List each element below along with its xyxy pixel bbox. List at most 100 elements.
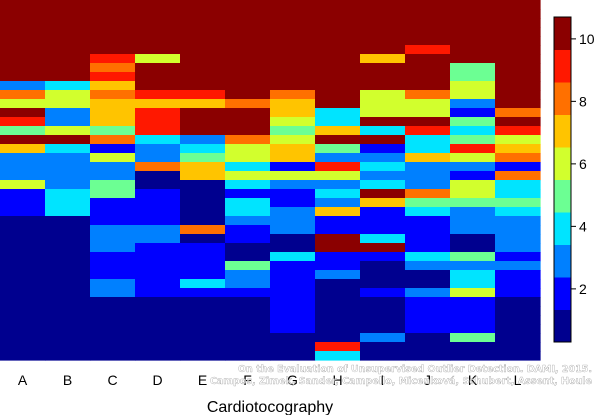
heatmap-cell-J-36	[405, 324, 451, 334]
heatmap-cell-H-38	[315, 342, 361, 352]
heatmap-cell-J-31	[405, 279, 451, 289]
heatmap-cell-H-20	[315, 180, 361, 190]
heatmap-cell-A-26	[0, 234, 46, 244]
heatmap-cell-J-37	[405, 333, 451, 343]
heatmap-cell-C-29	[90, 261, 136, 271]
x-tick-label-E: E	[198, 372, 207, 388]
heatmap-cell-H-33	[315, 297, 361, 307]
heatmap-cell-A-7	[0, 63, 46, 73]
heatmap-cell-K-13	[450, 117, 496, 127]
heatmap-cell-L-23	[495, 207, 541, 217]
heatmap-cell-H-30	[315, 270, 361, 280]
heatmap-cell-L-1	[495, 9, 541, 19]
heatmap-cell-K-4	[450, 36, 496, 46]
heatmap-cell-I-33	[360, 297, 406, 307]
colorbar-segment-1	[554, 309, 571, 343]
heatmap-cell-J-18	[405, 162, 451, 172]
heatmap-cell-D-8	[135, 72, 181, 82]
heatmap-cell-K-1	[450, 9, 496, 19]
heatmap-cell-F-29	[225, 261, 271, 271]
heatmap-cell-E-30	[180, 270, 226, 280]
heatmap-cell-G-7	[270, 63, 316, 73]
heatmap-cell-H-25	[315, 225, 361, 235]
heatmap-cell-I-0	[360, 0, 406, 10]
heatmap-cell-D-15	[135, 135, 181, 145]
heatmap-cell-F-9	[225, 81, 271, 91]
colorbar-segment-2	[554, 277, 571, 310]
heatmap-cell-A-14	[0, 126, 46, 136]
heatmap-cell-A-5	[0, 45, 46, 55]
heatmap-cell-J-3	[405, 27, 451, 37]
heatmap-cell-J-32	[405, 288, 451, 298]
heatmap-cell-G-24	[270, 216, 316, 226]
heatmap-cell-K-23	[450, 207, 496, 217]
heatmap-cell-F-13	[225, 117, 271, 127]
heatmap-cell-J-16	[405, 144, 451, 154]
heatmap-cell-H-19	[315, 171, 361, 181]
colorbar-tick-label-4: 4	[579, 218, 587, 234]
heatmap-cell-F-4	[225, 36, 271, 46]
heatmap-cell-G-37	[270, 333, 316, 343]
heatmap-cell-I-5	[360, 45, 406, 55]
heatmap-cell-D-26	[135, 234, 181, 244]
x-tick-label-C: C	[107, 372, 117, 388]
heatmap-cell-J-1	[405, 9, 451, 19]
heatmap-cell-F-3	[225, 27, 271, 37]
heatmap-cell-F-37	[225, 333, 271, 343]
heatmap-cell-J-11	[405, 99, 451, 109]
heatmap-cell-B-28	[45, 252, 91, 262]
heatmap-cell-D-28	[135, 252, 181, 262]
heatmap-cell-E-33	[180, 297, 226, 307]
heatmap-cell-J-10	[405, 90, 451, 100]
heatmap-cell-D-30	[135, 270, 181, 280]
heatmap-cell-A-9	[0, 81, 46, 91]
heatmap-cell-D-5	[135, 45, 181, 55]
heatmap-cell-I-31	[360, 279, 406, 289]
heatmap-cell-L-11	[495, 99, 541, 109]
heatmap-cell-G-21	[270, 189, 316, 199]
x-axis-tick-labels: A B C D E F G H I J K L	[18, 372, 522, 388]
heatmap-cell-H-29	[315, 261, 361, 271]
heatmap-cell-G-34	[270, 306, 316, 316]
heatmap-cell-F-34	[225, 306, 271, 316]
heatmap-cell-D-19	[135, 171, 181, 181]
heatmap-cell-E-1	[180, 9, 226, 19]
heatmap-cell-I-38	[360, 342, 406, 352]
heatmap-cell-I-28	[360, 252, 406, 262]
heatmap-cell-B-25	[45, 225, 91, 235]
heatmap-cell-K-37	[450, 333, 496, 343]
heatmap-cell-F-38	[225, 342, 271, 352]
heatmap-cell-A-13	[0, 117, 46, 127]
heatmap-cell-H-39	[315, 351, 361, 361]
heatmap-cell-I-14	[360, 126, 406, 136]
heatmap-cell-E-26	[180, 234, 226, 244]
heatmap-cell-H-17	[315, 153, 361, 163]
colorbar-segment-9	[554, 49, 571, 83]
heatmap-cell-K-6	[450, 54, 496, 64]
heatmap-cell-H-4	[315, 36, 361, 46]
heatmap-cell-I-9	[360, 81, 406, 91]
heatmap-cell-G-19	[270, 171, 316, 181]
heatmap-cell-J-28	[405, 252, 451, 262]
heatmap-cell-J-5	[405, 45, 451, 55]
heatmap-cell-C-27	[90, 243, 136, 253]
heatmap-cell-G-10	[270, 90, 316, 100]
heatmap-cell-D-35	[135, 315, 181, 325]
heatmap-cell-I-19	[360, 171, 406, 181]
heatmap-cell-H-2	[315, 18, 361, 28]
heatmap-cell-E-14	[180, 126, 226, 136]
colorbar-border	[553, 16, 572, 343]
heatmap-cell-D-4	[135, 36, 181, 46]
heatmap-cell-G-33	[270, 297, 316, 307]
heatmap-cell-I-29	[360, 261, 406, 271]
heatmap-cell-I-8	[360, 72, 406, 82]
colorbar-segment-5	[554, 179, 571, 213]
heatmap-cell-G-23	[270, 207, 316, 217]
heatmap-cell-I-20	[360, 180, 406, 190]
heatmap-cell-K-29	[450, 261, 496, 271]
heatmap-cell-I-36	[360, 324, 406, 334]
heatmap-cell-G-8	[270, 72, 316, 82]
heatmap-cell-L-21	[495, 189, 541, 199]
heatmap-cell-C-33	[90, 297, 136, 307]
heatmap-cell-D-17	[135, 153, 181, 163]
